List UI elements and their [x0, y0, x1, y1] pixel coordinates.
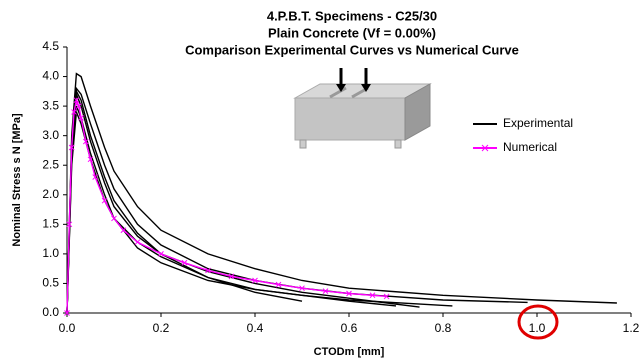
y-tick-label: 2.0: [42, 187, 59, 201]
x-tick-label: 0.8: [435, 321, 452, 335]
x-tick-label: 1.2: [623, 321, 640, 335]
y-tick-label: 2.5: [42, 157, 59, 171]
y-tick-label: 3.0: [42, 128, 59, 142]
beam-icon: [295, 68, 430, 148]
chart: 4.P.B.T. Specimens - C25/30 Plain Concret…: [0, 0, 641, 363]
y-tick-label: 0.0: [42, 305, 59, 319]
y-tick-label: 1.0: [42, 246, 59, 260]
y-tick-label: 4.0: [42, 69, 59, 83]
chart-title: Plain Concrete (Vf = 0.00%): [268, 25, 436, 40]
chart-title: 4.P.B.T. Specimens - C25/30: [267, 8, 437, 23]
y-tick-label: 4.5: [42, 39, 59, 53]
legend-label: Experimental: [503, 116, 573, 130]
x-tick-label: 0.6: [341, 321, 358, 335]
x-tick-label: 0.0: [59, 321, 76, 335]
y-tick-label: 0.5: [42, 276, 59, 290]
x-tick-label: 1.0: [529, 321, 546, 335]
legend-label: Numerical: [503, 140, 557, 154]
y-axis-label: Nominal Stress s N [MPa]: [11, 113, 23, 247]
x-axis-label: CTODm [mm]: [314, 346, 385, 358]
chart-title: Comparison Experimental Curves vs Numeri…: [185, 42, 519, 57]
y-tick-label: 1.5: [42, 217, 59, 231]
y-tick-label: 3.5: [42, 98, 59, 112]
x-tick-label: 0.4: [247, 321, 264, 335]
data-marker: [135, 240, 140, 245]
x-tick-label: 0.2: [153, 321, 170, 335]
